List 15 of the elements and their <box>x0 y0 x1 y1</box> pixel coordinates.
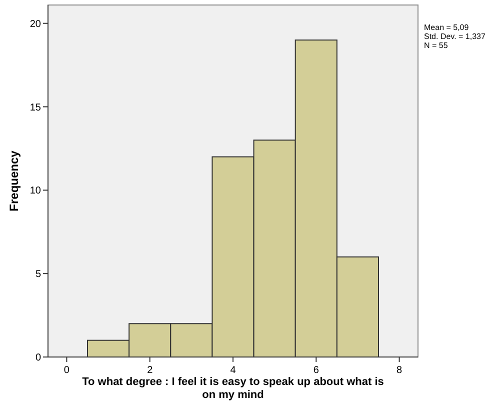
x-tick-label: 0 <box>64 365 70 376</box>
text: N = 55 <box>424 41 448 50</box>
x-tick-label: 4 <box>230 365 236 376</box>
y-tick-label: 5 <box>35 269 42 280</box>
text: Mean = 5,09 <box>424 23 470 32</box>
x-axis-title: To what degree : I feel it is easy to speak up about what is on my mind <box>82 376 384 401</box>
y-tick-label: 0 <box>35 352 42 364</box>
y-axis-title: Frequency <box>7 150 21 212</box>
y-tick-label: 15 <box>30 102 42 114</box>
text: Std. Dev. = 1,337 <box>424 32 486 41</box>
x-tick-label: 8 <box>396 365 403 376</box>
x-tick-label: 6 <box>313 365 320 376</box>
y-tick-label: 20 <box>30 18 42 30</box>
y-tick-label: 10 <box>30 186 42 197</box>
x-tick-label: 2 <box>147 365 154 376</box>
